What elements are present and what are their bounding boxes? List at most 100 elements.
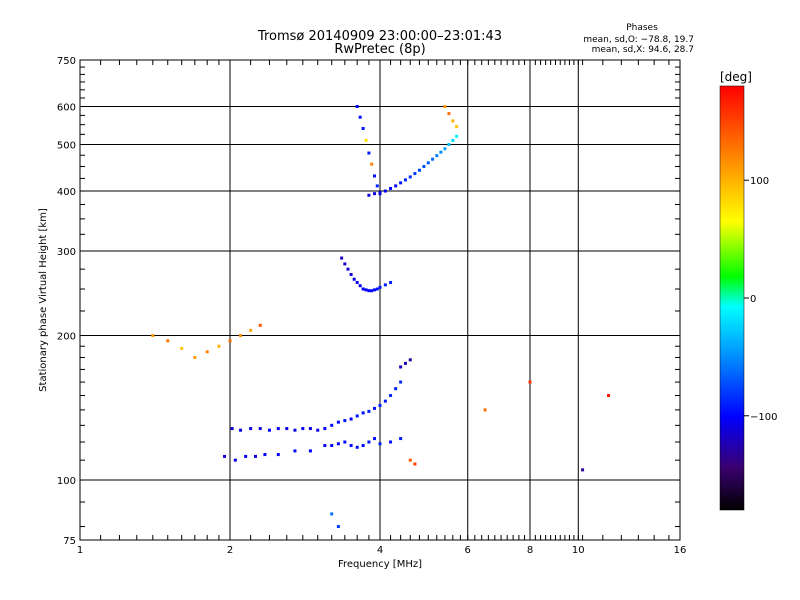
x-tick-label: 8 [527, 545, 533, 556]
data-point [364, 138, 368, 142]
data-point [293, 449, 297, 453]
x-tick-label: 1 [77, 545, 83, 556]
info-line-o: mean, sd,O: −78.8, 19.7 [583, 35, 694, 45]
data-point [244, 454, 248, 458]
data-point [285, 427, 289, 431]
data-point [364, 288, 368, 292]
data-point [370, 289, 374, 293]
data-point [230, 427, 234, 431]
data-point [361, 411, 365, 415]
data-point [389, 394, 393, 398]
x-tick-label: 16 [674, 545, 687, 556]
data-point [367, 151, 371, 155]
data-point [358, 115, 362, 119]
y-tick-label: 750 [57, 56, 76, 67]
data-point [323, 427, 327, 431]
data-point [408, 175, 412, 179]
y-tick-label: 500 [57, 141, 76, 152]
data-point [394, 184, 398, 188]
data-point [370, 162, 374, 166]
data-point [330, 423, 334, 427]
data-point [336, 420, 340, 424]
colorbar: [deg] 100 0 −100 [719, 70, 777, 511]
data-point [301, 427, 305, 431]
data-point [422, 164, 426, 168]
data-point [343, 262, 347, 266]
data-point [349, 273, 353, 277]
data-point [373, 406, 377, 410]
data-point [316, 428, 320, 432]
data-point [373, 192, 377, 196]
colorbar-tick-label: 0 [750, 294, 756, 305]
data-point [451, 138, 455, 142]
data-point [330, 444, 334, 448]
data-point [439, 150, 443, 154]
colorbar-gradient [719, 85, 745, 511]
data-point [389, 186, 393, 190]
data-point [340, 256, 344, 260]
data-point [205, 350, 209, 354]
axis-ticks [80, 60, 680, 540]
data-point [426, 161, 430, 165]
data-point [373, 174, 377, 178]
data-point [249, 328, 253, 332]
grid-lines [80, 60, 680, 540]
data-point [378, 285, 382, 289]
colorbar-tick-label: 100 [750, 176, 769, 187]
data-point [361, 444, 365, 448]
data-point [239, 428, 243, 432]
data-point [349, 444, 353, 448]
info-heading: Phases [626, 23, 658, 33]
x-tick-labels: 1 2 4 6 8 10 16 [77, 545, 687, 556]
data-point [399, 181, 403, 185]
y-tick-label: 75 [63, 536, 76, 547]
data-point [308, 427, 312, 431]
data-point [308, 449, 312, 453]
y-tick-label: 200 [57, 332, 76, 343]
data-point [367, 193, 371, 197]
data-point [447, 143, 451, 147]
data-point [343, 419, 347, 423]
y-tick-label: 400 [57, 187, 76, 198]
data-point [223, 454, 227, 458]
data-point [413, 462, 417, 466]
colorbar-tick-label: −100 [750, 412, 777, 423]
data-point [217, 344, 221, 348]
data-point [455, 125, 459, 129]
data-point [193, 355, 197, 359]
data-point [228, 339, 232, 343]
data-point [361, 287, 365, 291]
data-point [528, 380, 532, 384]
data-point [361, 126, 365, 130]
data-point [249, 427, 253, 431]
data-point [443, 105, 447, 109]
x-tick-label: 4 [377, 545, 383, 556]
data-point [408, 458, 412, 462]
x-tick-label: 10 [572, 545, 585, 556]
data-point [403, 361, 407, 365]
data-point [346, 267, 350, 271]
data-point [258, 427, 262, 431]
data-point [435, 154, 439, 158]
y-tick-label: 100 [57, 476, 76, 487]
x-tick-label: 6 [465, 545, 471, 556]
x-tick-label: 2 [227, 545, 233, 556]
data-point [323, 444, 327, 448]
y-axis-label: Stationary phase Virtual Height [km] [38, 208, 49, 392]
data-point [253, 454, 257, 458]
phase-info-box: Phases mean, sd,O: −78.8, 19.7 mean, sd,… [583, 23, 694, 55]
data-point [355, 414, 359, 418]
data-point [431, 157, 435, 161]
data-point [417, 168, 421, 172]
chart-title: Tromsø 20140909 23:00:00–23:01:43 [257, 29, 502, 44]
data-point [355, 445, 359, 449]
data-point [367, 289, 371, 293]
data-point [263, 453, 267, 457]
data-point [403, 178, 407, 182]
data-point [258, 323, 262, 327]
data-point [447, 112, 451, 116]
data-point [451, 119, 455, 123]
data-point [378, 442, 382, 446]
info-line-x: mean, sd,X: 94.6, 28.7 [592, 45, 694, 55]
